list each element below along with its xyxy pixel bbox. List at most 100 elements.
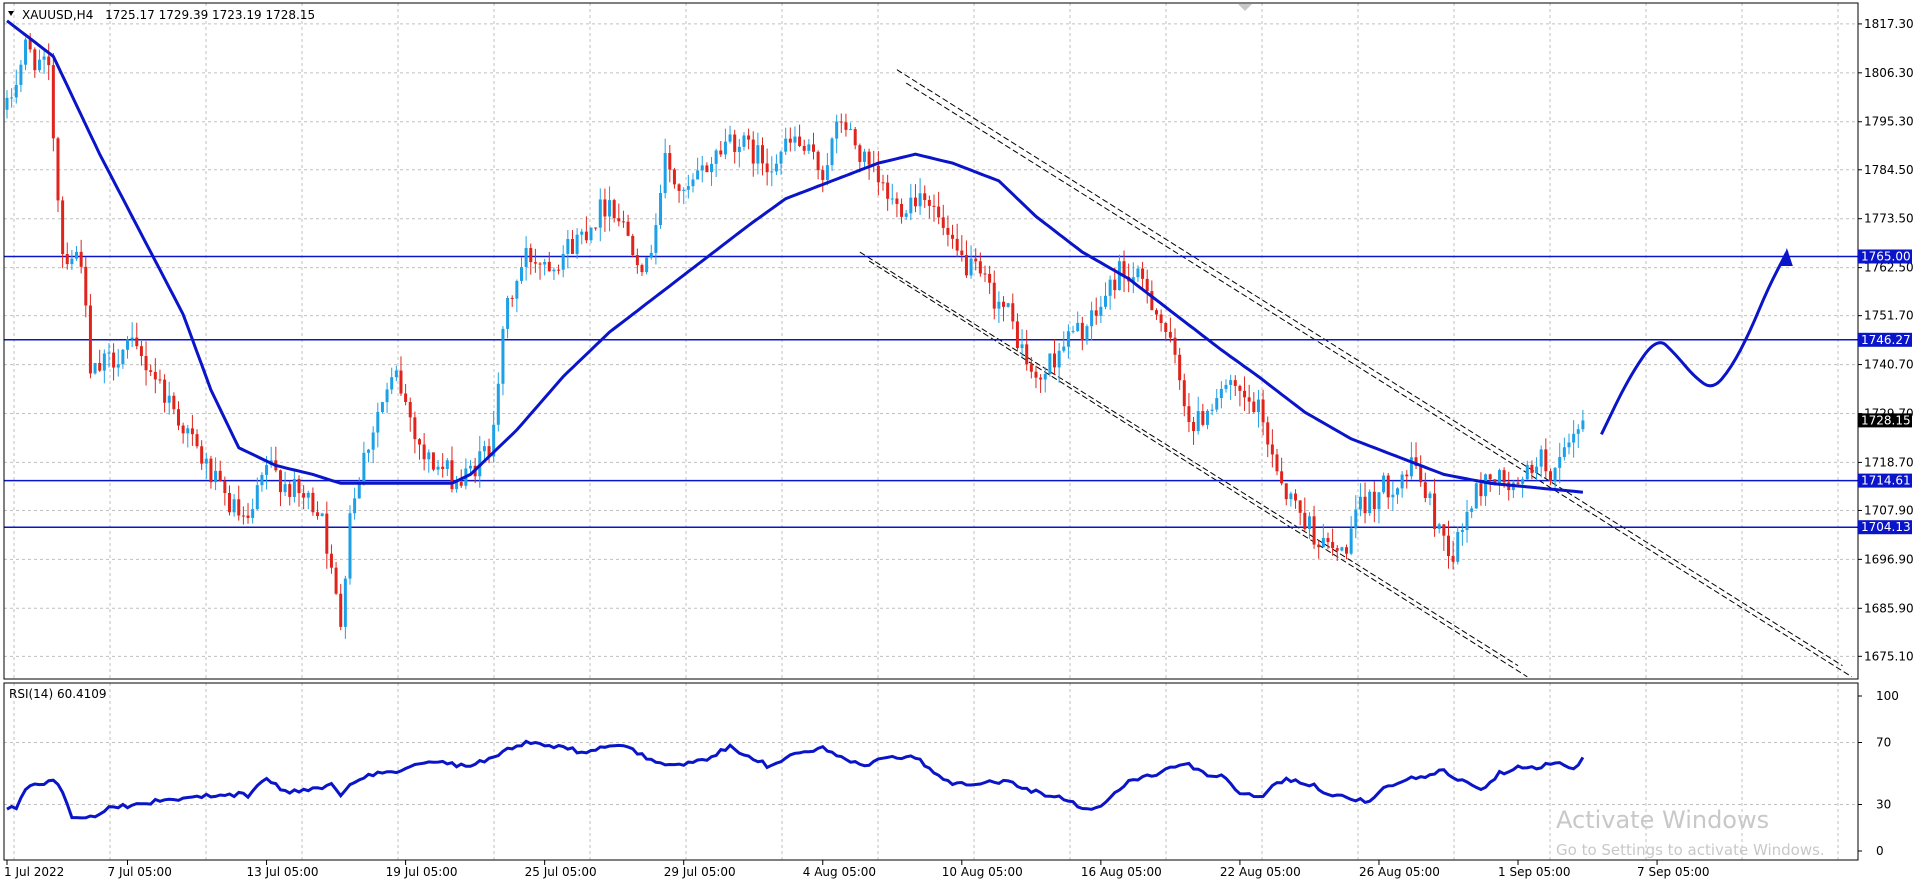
candlesticks [5,33,1585,639]
channel-line[interactable] [868,260,1528,678]
bull-candle-body [1456,531,1460,562]
bear-candle-body [399,370,403,394]
price-tick-label: 1773.50 [1864,212,1914,226]
bull-candle-body [1103,295,1107,307]
bull-candle-body [102,353,106,371]
bull-candle-body [849,129,853,131]
bull-candle-body [14,84,18,98]
bull-candle-body [784,138,788,152]
bear-candle-body [135,337,139,347]
price-pane[interactable]: XAUUSD,H4 1725.17 1729.39 1723.19 1728.1… [3,2,1914,680]
bull-candle-body [436,466,440,470]
symbol-label: XAUUSD,H4 [22,8,93,22]
bear-candle-body [594,227,598,229]
bull-candle-body [353,498,357,514]
bear-candle-body [418,439,422,445]
bear-candle-body [302,493,306,498]
bull-candle-body [1321,537,1325,548]
time-tick-label: 4 Aug 05:00 [803,865,876,879]
bull-candle-body [1066,331,1070,347]
bear-candle-body [181,425,185,434]
bull-candle-body [1581,420,1585,430]
bear-candle-body [1002,301,1006,307]
bear-candle-body [529,248,533,263]
dropdown-icon[interactable] [8,11,14,16]
price-tick-label: 1762.50 [1864,261,1914,275]
bull-candle-body [598,199,602,228]
bull-candle-body [1136,268,1140,278]
bull-candle-body [1474,483,1478,509]
bear-candle-body [951,234,955,239]
bull-candle-body [1460,530,1464,532]
bull-candle-body [770,171,774,173]
bear-candle-body [941,217,945,228]
bear-candle-body [886,182,890,199]
bear-candle-body [626,221,630,236]
rsi-tick-label: 30 [1876,798,1891,812]
level-tag-bg [1858,520,1912,535]
bear-candle-body [964,254,968,276]
bull-candle-body [682,189,686,191]
bear-candle-body [1275,454,1279,472]
bear-candle-body [1094,310,1098,316]
bull-candle-body [306,492,310,498]
bull-candle-body [1108,279,1112,296]
bear-candle-body [288,484,292,497]
level-tag-label: 1704.13 [1861,520,1911,534]
bull-candle-body [1229,380,1233,385]
bear-candle-body [1015,321,1019,349]
bear-candle-body [1544,449,1548,472]
bull-candle-body [385,389,389,403]
bear-candle-body [1034,371,1038,378]
bear-candle-body [1502,470,1506,483]
price-grid [4,3,1858,679]
rsi-pane[interactable]: RSI(14) 60.4109 100 70 30 0 [3,682,1899,861]
bull-candle-body [575,234,579,254]
bear-candle-body [1423,482,1427,498]
channel-line[interactable] [859,251,1519,667]
bull-candle-body [1562,447,1566,458]
price-tick-label: 1675.10 [1864,649,1914,663]
bear-candle-body [79,251,83,267]
bull-candle-body [1099,306,1103,316]
bear-candle-body [747,135,751,140]
bull-candle-body [1048,353,1052,374]
moving-average-line [6,19,1584,494]
bear-candle-body [1150,291,1154,311]
bull-candle-body [1539,449,1543,467]
bear-candle-body [978,261,982,274]
bull-candle-body [1076,322,1080,332]
channel-line[interactable] [896,69,1843,667]
bear-candle-body [557,269,561,271]
bull-candle-body [1358,496,1362,510]
bear-candle-body [533,262,537,264]
bear-candle-body [241,515,245,517]
bull-candle-body [1131,277,1135,282]
channel-line[interactable] [905,82,1852,678]
bull-candle-body [909,197,913,214]
bear-candle-body [51,65,55,139]
bull-candle-body [204,458,208,464]
price-tick-label: 1685.90 [1864,601,1914,615]
scroll-marker-icon[interactable] [1238,4,1252,11]
bear-candle-body [88,305,92,374]
projection-path[interactable] [1600,250,1789,436]
bear-candle-body [1405,474,1409,477]
bear-candle-body [821,170,825,180]
bear-candle-body [195,434,199,447]
bull-candle-body [427,452,431,460]
bull-candle-body [343,578,347,627]
bear-candle-body [1345,547,1349,554]
bear-candle-body [876,165,880,183]
bear-candle-body [190,428,194,435]
bull-candle-body [167,395,171,403]
bear-candle-body [144,356,148,371]
level-tag-bg [1858,473,1912,488]
rsi-pane-border [3,682,1859,861]
bear-candle-body [1442,524,1446,536]
bear-candle-body [176,409,180,426]
descending-channel[interactable] [859,69,1852,678]
rsi-tick-label: 0 [1876,844,1884,858]
bear-candle-body [1154,310,1158,315]
